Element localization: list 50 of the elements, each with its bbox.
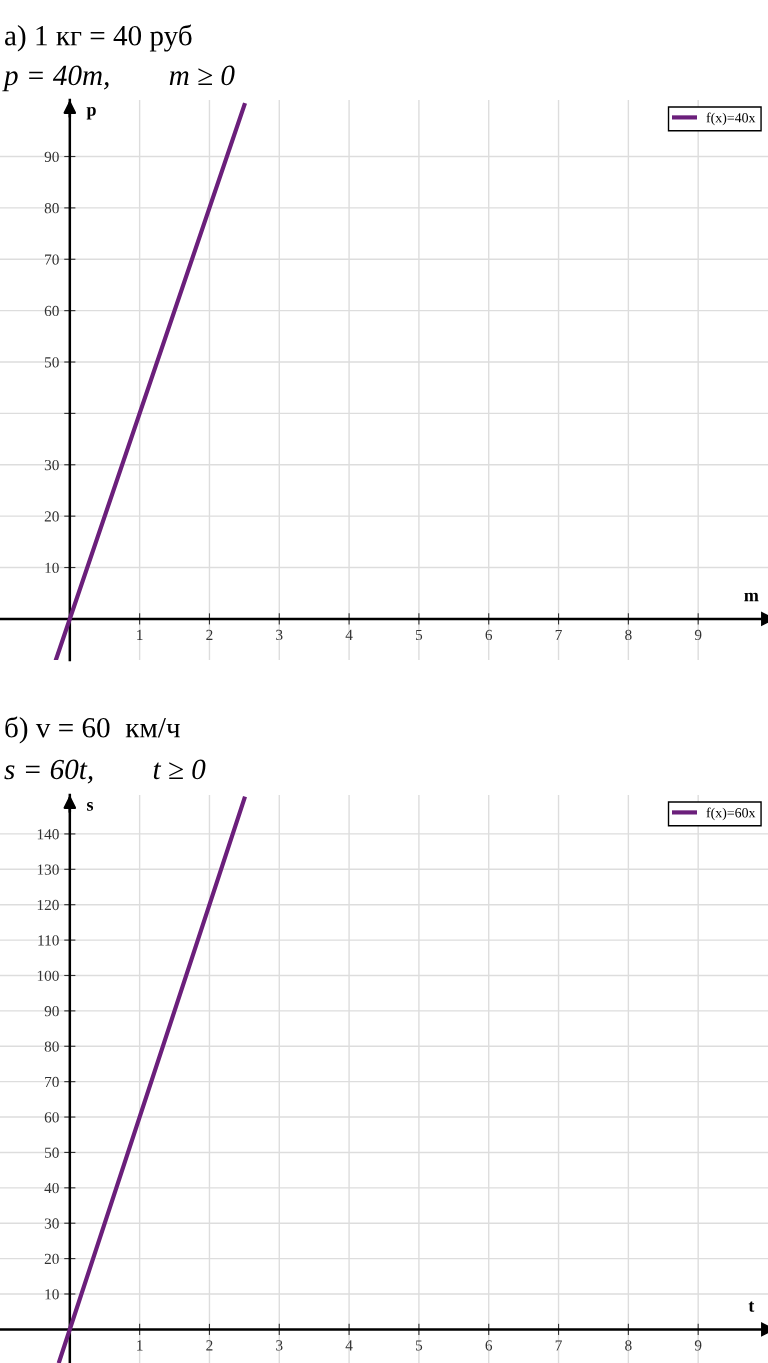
x-tick-label: 1 [137,629,143,640]
y-tick-label: 10 [45,1289,59,1300]
y-tick-label: 100 [37,970,59,981]
y-tick-label: 70 [45,1076,59,1088]
y-axis-title: s [87,802,94,811]
x-tick-label: 9 [694,1340,702,1351]
x-tick-label: 8 [625,629,632,641]
legend-label: f(x)=60x [706,807,756,821]
y-tick-label: 90 [44,151,59,162]
legend-label: f(x)=40x [706,112,756,126]
x-tick-label: 4 [345,1340,353,1351]
chart-subtitle: s = 60t, t ≥ 0 [4,759,206,784]
x-tick-label: 1 [137,1340,143,1351]
y-tick-label: 80 [44,203,59,214]
x-tick-label: 2 [206,1340,213,1351]
x-tick-label: 4 [345,629,353,640]
x-tick-label: 6 [485,629,493,641]
y-tick-label: 50 [45,357,59,368]
y-tick-label: 110 [38,935,59,946]
x-tick-label: 3 [276,629,283,641]
y-tick-label: 20 [44,511,59,522]
y-tick-label: 70 [45,254,59,265]
y-tick-label: 40 [44,1182,59,1194]
x-tick-label: 5 [415,1340,423,1351]
y-tick-label: 120 [37,899,59,911]
x-tick-label: 6 [485,1340,493,1351]
x-tick-label: 8 [625,1340,632,1351]
y-tick-label: 130 [37,864,59,875]
x-axis-title: m [744,592,759,602]
y-tick-label: 10 [45,562,59,573]
y-tick-label: 140 [37,829,59,840]
x-tick-label: 7 [555,629,562,640]
y-tick-label: 80 [44,1041,59,1052]
x-tick-label: 5 [415,629,423,641]
y-tick-label: 90 [44,1006,59,1017]
y-tick-label: 30 [44,1218,59,1229]
x-tick-label: 2 [206,629,213,640]
x-axis-title: t [748,1301,755,1312]
x-tick-label: 3 [276,1340,283,1351]
y-tick-label: 50 [45,1147,59,1158]
y-axis-title: p [86,107,96,120]
chart-title: а) 1 кг = 40 руб [5,24,192,52]
y-tick-label: 60 [44,305,59,317]
y-tick-label: 30 [44,459,59,471]
x-tick-label: 9 [694,629,702,641]
y-tick-label: 60 [44,1112,59,1123]
chart-title: б) v = 60 км/ч [5,716,180,744]
y-tick-label: 20 [44,1253,59,1265]
chart-subtitle: p = 40m, m ≥ 0 [2,65,235,92]
x-tick-label: 7 [555,1340,562,1351]
